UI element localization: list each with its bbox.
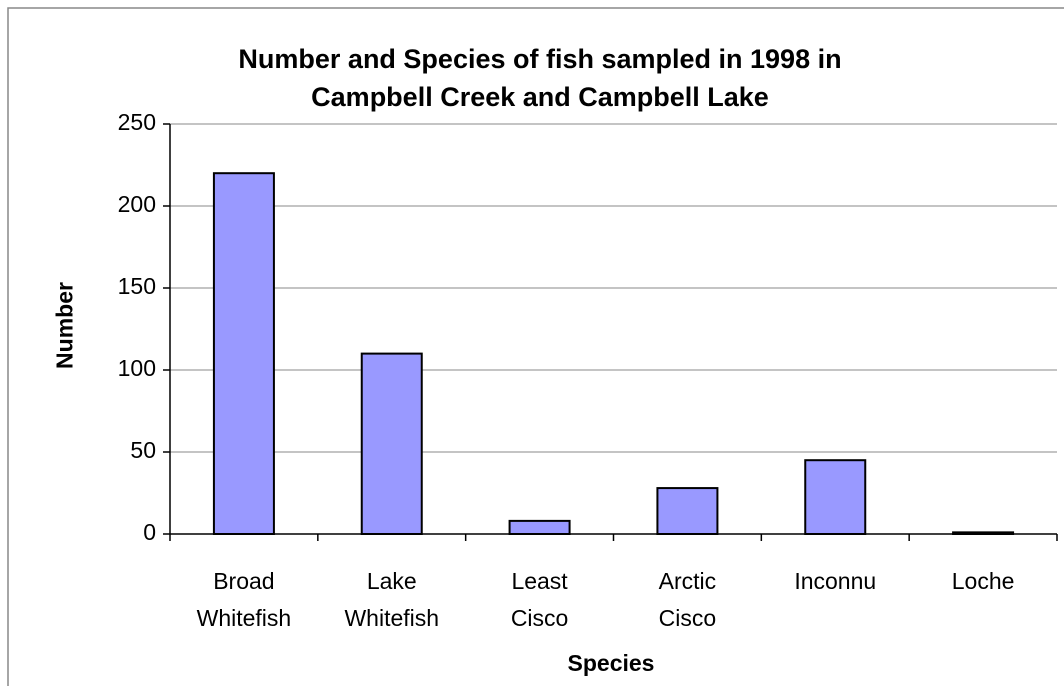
y-tick-label: 0: [143, 519, 156, 545]
x-axis-label: Species: [567, 650, 655, 676]
bar: [952, 531, 1015, 535]
x-tick-label: Lake Whitefish: [344, 568, 440, 631]
x-tick-label: Arctic Cisco: [658, 568, 717, 631]
y-tick-label: 50: [130, 437, 156, 463]
x-tick-label: Inconnu: [794, 568, 877, 594]
x-tick-label: Loche: [951, 568, 1015, 594]
x-tick-label: Broad Whitefish: [196, 568, 292, 631]
bar: [212, 172, 275, 535]
y-axis-label: Number: [51, 282, 78, 369]
bar: [508, 519, 571, 536]
y-tick-label: 200: [118, 191, 156, 217]
chart-border: [7, 7, 1064, 686]
bar: [804, 459, 867, 536]
y-tick-label: 150: [118, 273, 156, 299]
chart-title: Number and Species of fish sampled in 19…: [238, 44, 842, 112]
y-tick-label: 100: [118, 355, 156, 381]
y-tick-label: 250: [118, 109, 156, 135]
bar: [360, 352, 423, 535]
bar: [656, 487, 719, 535]
x-tick-label: Least Cisco: [510, 568, 569, 631]
